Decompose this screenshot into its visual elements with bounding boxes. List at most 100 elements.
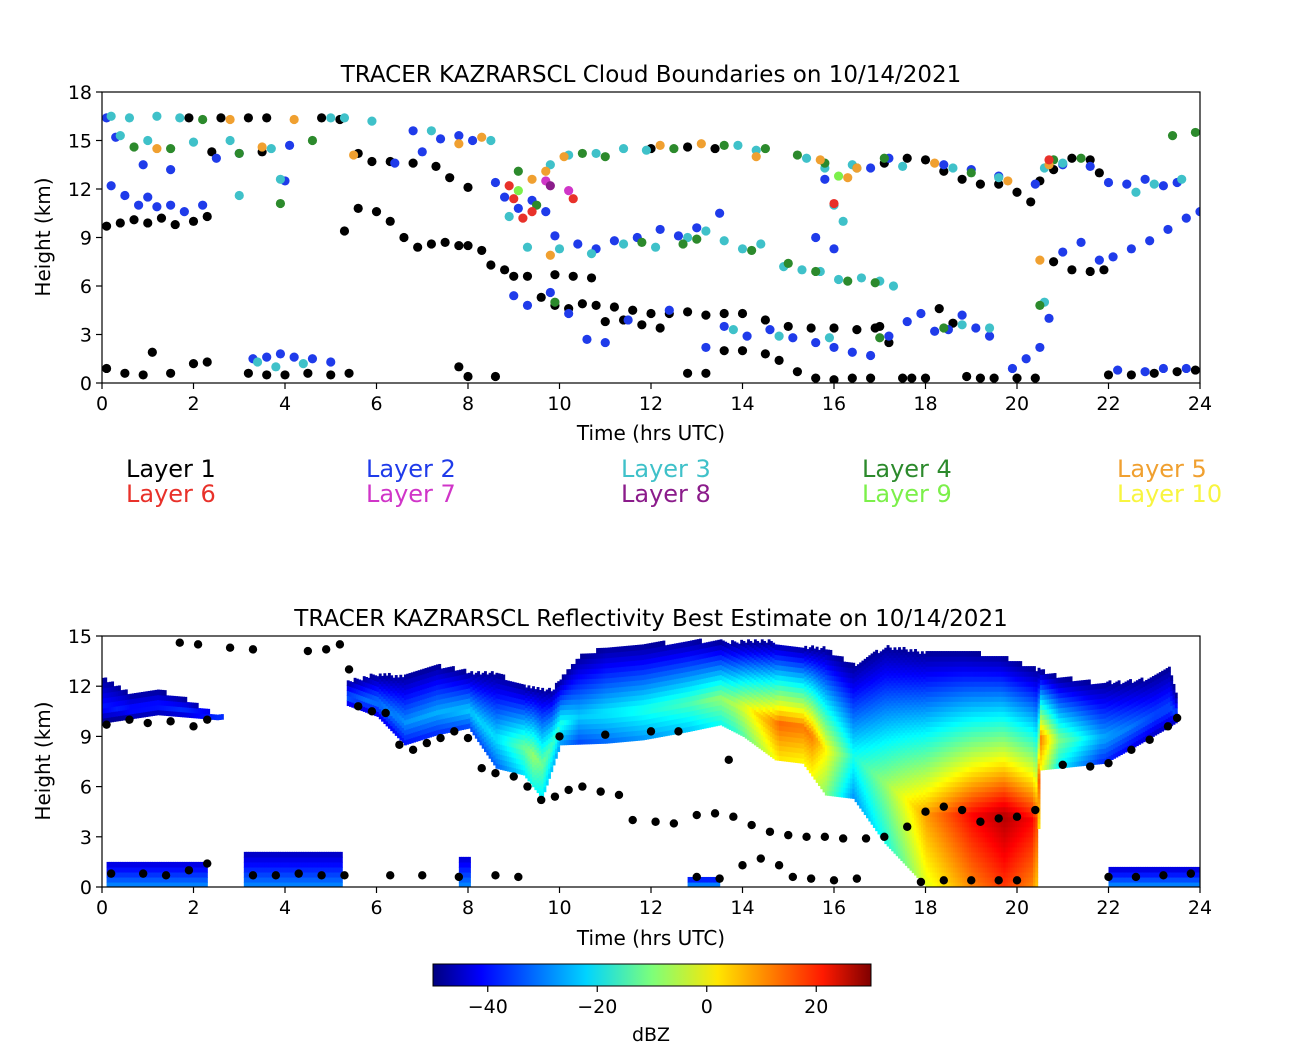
point-layer-4 [1076,153,1086,163]
point-layer-2 [1163,224,1173,235]
reflectivity-cell [415,696,419,702]
reflectivity-cell [520,734,524,740]
reflectivity-cell [516,697,519,704]
reflectivity-cell [465,708,469,715]
reflectivity-cell [506,715,510,722]
reflectivity-cell [500,739,503,745]
reflectivity-cell [166,710,169,717]
reflectivity-cell [182,701,185,708]
reflectivity-cell [440,668,444,675]
point-layer-4 [879,153,889,163]
point-layer-3 [367,116,377,126]
reflectivity-cell [488,692,492,699]
reflectivity-cell [509,686,513,692]
reflectivity-cell [383,718,387,725]
reflectivity-cell [371,679,375,686]
reflectivity-cell [365,707,368,713]
point-layer-1 [586,273,597,283]
reflectivity-cell [175,701,179,707]
reflectivity-cell [829,649,833,656]
reflectivity-cell [108,711,112,718]
reflectivity-cell [191,702,195,709]
reflectivity-cell [406,734,410,740]
point-layer-3 [1131,187,1141,197]
reflectivity-cell [349,701,352,707]
reflectivity-cell [399,729,403,736]
reflectivity-cell [504,765,508,772]
reflectivity-cell [406,698,410,705]
reflectivity-cell [520,709,524,715]
point-layer-4 [843,276,853,286]
reflectivity-cell [486,719,490,726]
reflectivity-cell [417,685,421,691]
reflectivity-cell [429,671,432,678]
point-layer-2 [692,223,702,233]
point-layer-2 [971,323,981,333]
reflectivity-cell [376,706,380,712]
reflectivity-cell [193,707,197,714]
reflectivity-cell [454,685,458,692]
point-layer-2 [884,331,894,341]
point-layer-1 [202,357,212,367]
point-layer-2 [719,321,729,332]
reflectivity-cell [426,682,430,688]
reflectivity-cell [150,690,153,697]
reflectivity-cell [403,694,407,701]
reflectivity-cell [445,717,449,724]
reflectivity-cell [417,720,421,727]
reflectivity-cell [397,732,400,739]
reflectivity-cell [488,677,492,684]
reflectivity-cell [122,699,126,706]
point-layer-1 [591,300,601,310]
reflectivity-cell [104,687,108,694]
reflectivity-cell [449,721,453,728]
reflectivity-cell [497,738,501,745]
reflectivity-cell [415,670,419,677]
reflectivity-cell [413,716,416,723]
reflectivity-cell [408,738,412,744]
reflectivity-cell [115,690,119,697]
reflectivity-cell [520,704,524,710]
reflectivity-cell [131,693,135,700]
reflectivity-cell [433,670,437,676]
reflectivity-cell [403,729,407,736]
reflectivity-cell [509,696,513,702]
point-layer-1 [303,368,313,378]
reflectivity-cell [477,721,481,727]
reflectivity-cell [442,683,446,689]
reflectivity-cell [472,729,476,736]
point-layer-1 [852,325,862,335]
point-layer-2 [1058,247,1068,257]
reflectivity-cell [511,721,515,728]
reflectivity-cell [408,703,412,709]
reflectivity-cell [504,690,508,696]
point-layer-5 [1003,176,1013,186]
reflectivity-cell [438,729,442,735]
reflectivity-cell [490,716,494,722]
reflectivity-cell [365,697,368,703]
reflectivity-cell [474,707,478,714]
reflectivity-cell [399,724,403,731]
reflectivity-cell [385,705,389,712]
y-tick-label: 3 [80,325,92,347]
reflectivity-cell [479,689,483,696]
reflectivity-cell [435,664,439,671]
reflectivity-cell [374,710,378,717]
reflectivity-cell [154,694,158,701]
reflectivity-cell [463,673,467,680]
reflectivity-cell [493,734,497,741]
reflectivity-cell [374,690,378,697]
reflectivity-cell [113,711,117,717]
reflectivity-cell [415,701,419,707]
reflectivity-cell [442,713,446,719]
reflectivity-cell [461,694,465,700]
reflectivity-cell [413,726,416,733]
reflectivity-cell [479,714,483,721]
reflectivity-cell [513,732,517,739]
reflectivity-cell [454,675,458,682]
reflectivity-cell [406,693,410,700]
point-layer-2 [866,163,876,173]
reflectivity-cell [484,731,487,737]
point-layer-2 [1181,213,1191,223]
reflectivity-cell [154,689,158,696]
